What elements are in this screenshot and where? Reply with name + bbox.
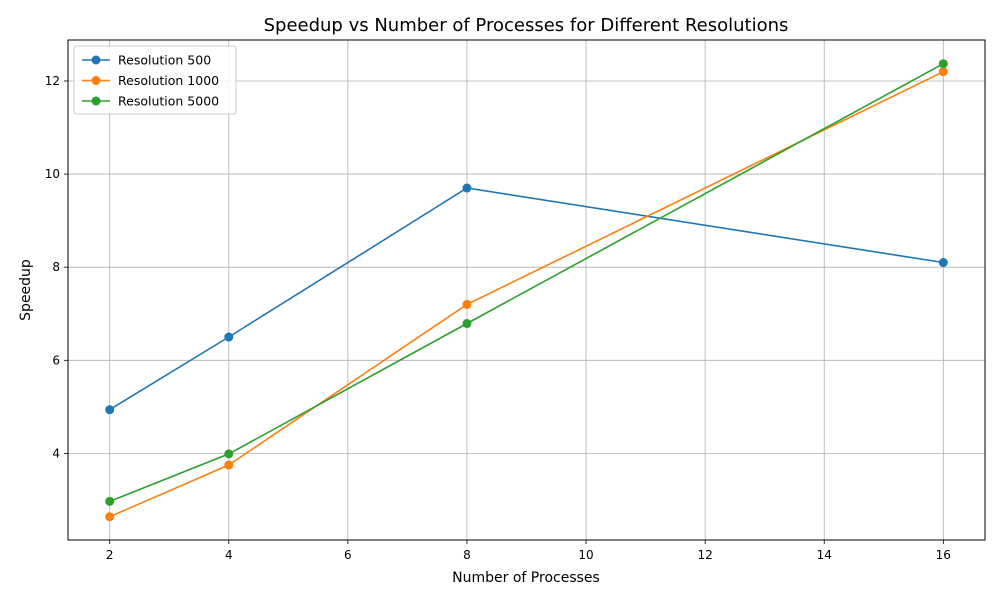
x-tick-label: 4 bbox=[225, 548, 233, 562]
legend-label: Resolution 500 bbox=[118, 53, 211, 68]
y-tick-label: 4 bbox=[52, 446, 60, 460]
x-tick-label: 16 bbox=[936, 548, 951, 562]
x-tick-label: 8 bbox=[463, 548, 471, 562]
data-point bbox=[224, 449, 234, 459]
x-tick-label: 6 bbox=[344, 548, 352, 562]
x-tick-label: 12 bbox=[697, 548, 712, 562]
legend-marker bbox=[91, 96, 101, 106]
series-line bbox=[109, 187, 944, 411]
data-point bbox=[224, 460, 234, 470]
legend-item: Resolution 500 bbox=[82, 53, 211, 68]
series-3 bbox=[105, 59, 948, 506]
data-point bbox=[462, 183, 472, 193]
legend-marker bbox=[91, 55, 101, 65]
data-point bbox=[462, 319, 472, 329]
plot-frame bbox=[67, 39, 986, 541]
y-tick-label: 6 bbox=[52, 353, 60, 367]
grid bbox=[68, 40, 985, 540]
legend-label: Resolution 5000 bbox=[118, 94, 219, 109]
series-line bbox=[109, 62, 944, 503]
data-point bbox=[105, 496, 115, 506]
y-axis-label: Speedup bbox=[18, 259, 34, 321]
x-axis-label: Number of Processes bbox=[452, 570, 600, 586]
legend-label: Resolution 1000 bbox=[118, 73, 219, 88]
y-axis: 4 6 8 10 12 bbox=[45, 74, 68, 460]
x-axis: 2 4 6 8 10 12 14 16 bbox=[106, 540, 951, 562]
series-group bbox=[105, 59, 948, 522]
x-tick-label: 14 bbox=[817, 548, 832, 562]
legend-box bbox=[73, 45, 237, 115]
data-point bbox=[462, 299, 472, 309]
x-tick-label: 10 bbox=[578, 548, 593, 562]
y-tick-label: 12 bbox=[45, 74, 60, 88]
y-tick-label: 10 bbox=[45, 167, 60, 181]
legend-item: Resolution 5000 bbox=[82, 94, 219, 109]
y-tick-label: 8 bbox=[52, 260, 60, 274]
chart-title: Speedup vs Number of Processes for Diffe… bbox=[264, 15, 789, 36]
data-point bbox=[938, 258, 948, 268]
legend-item: Resolution 1000 bbox=[82, 73, 219, 88]
data-point bbox=[224, 332, 234, 342]
series-line bbox=[109, 70, 944, 518]
data-point bbox=[105, 405, 115, 415]
legend: Resolution 500 Resolution 1000 Resolution … bbox=[73, 45, 237, 115]
x-tick-label: 2 bbox=[106, 548, 114, 562]
data-point bbox=[938, 59, 948, 69]
series-1 bbox=[105, 183, 948, 415]
data-point bbox=[105, 512, 115, 522]
data-point bbox=[938, 67, 948, 77]
series-2 bbox=[105, 67, 948, 522]
legend-marker bbox=[91, 76, 101, 85]
